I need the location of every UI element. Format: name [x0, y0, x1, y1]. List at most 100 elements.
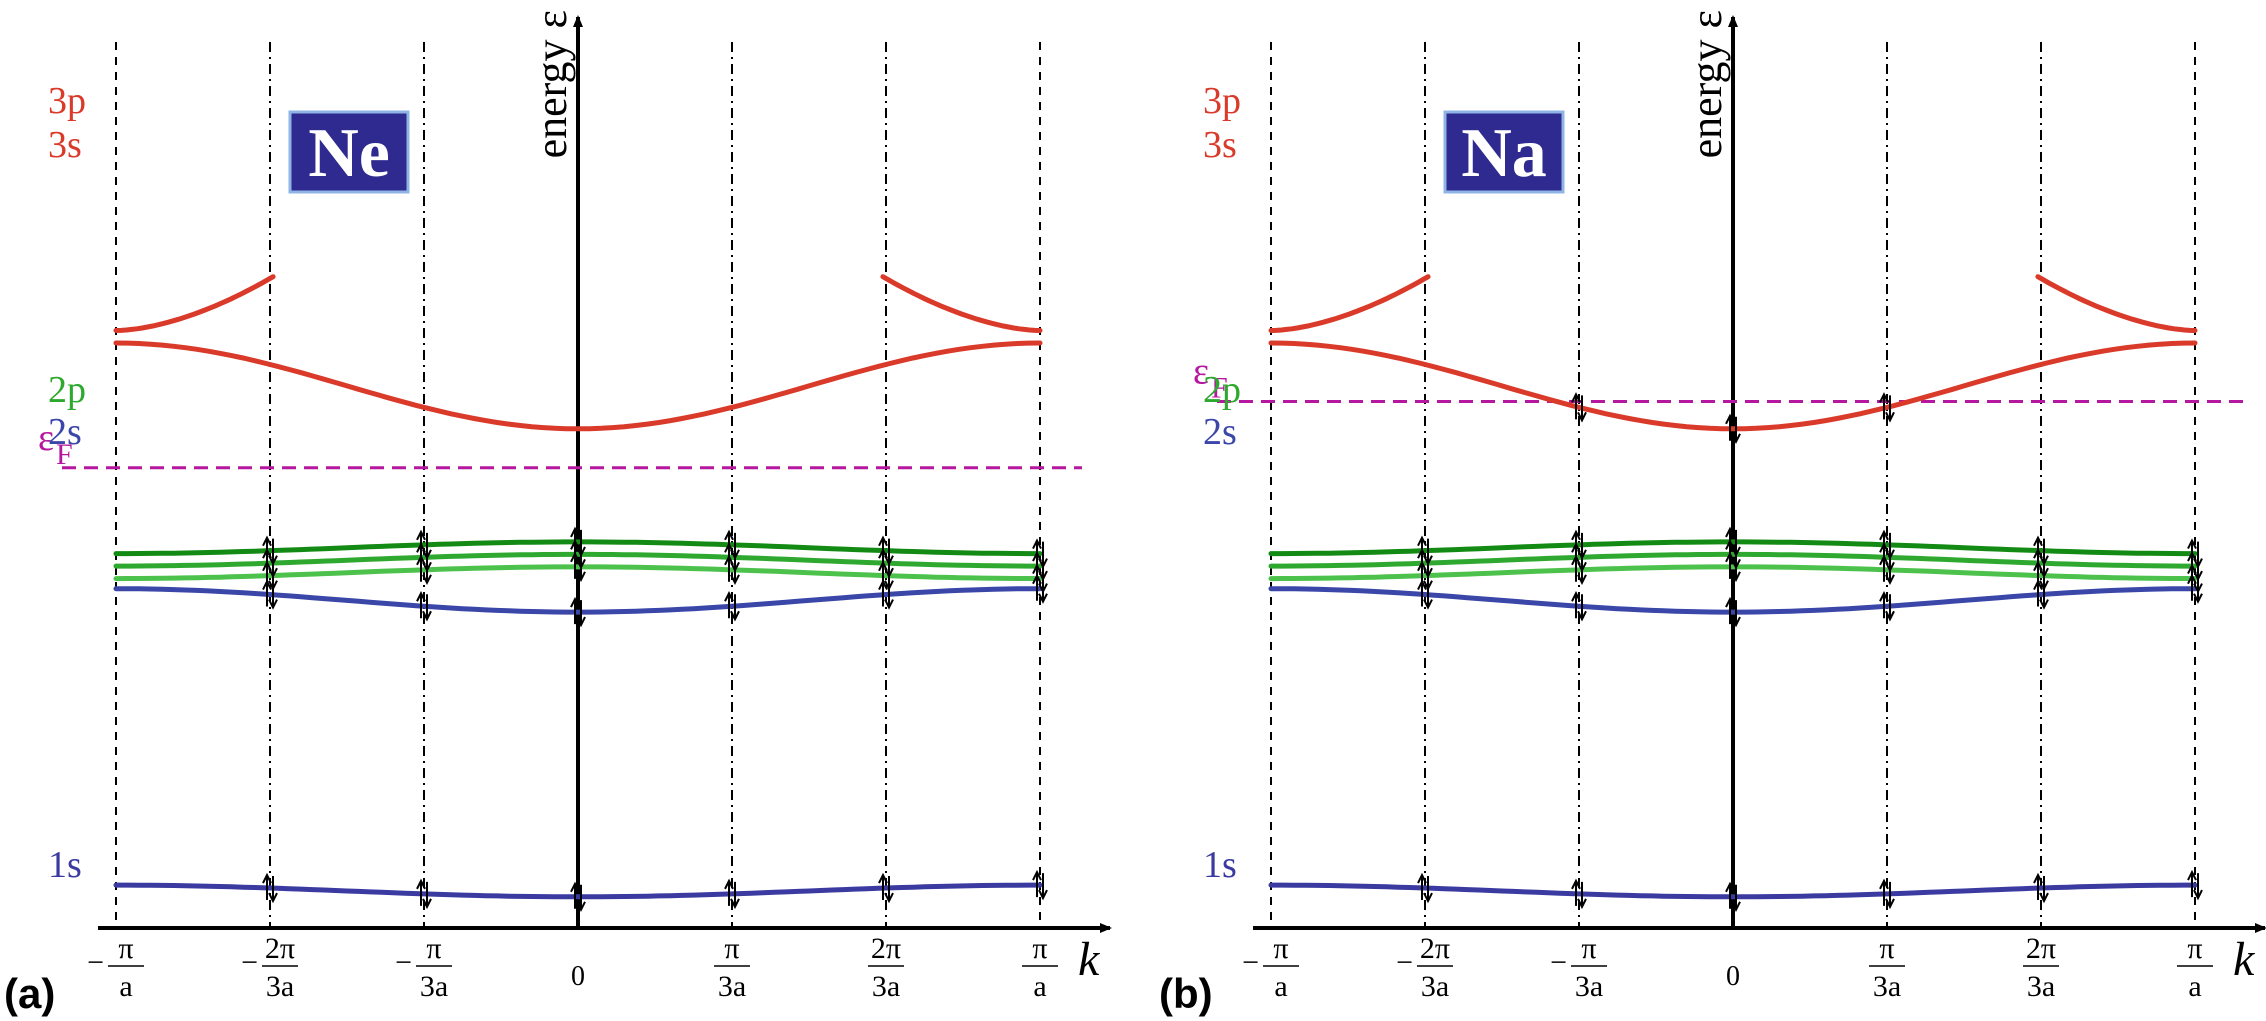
tick-denominator: 3a: [1575, 970, 1603, 1003]
spin-down-arrow: [2039, 538, 2049, 566]
tick-numerator: π: [1032, 932, 1047, 965]
tick-sign: −: [395, 946, 412, 979]
band-s3: [113, 340, 1043, 432]
spin-down-arrow: [2039, 876, 2049, 904]
spin-pair: [416, 878, 432, 910]
spin-pair: [416, 529, 432, 561]
spin-pair: [1725, 526, 1741, 558]
band-label-s3: 3s: [48, 124, 82, 166]
spin-pair: [416, 591, 432, 622]
tick-denominator: 3a: [872, 970, 900, 1003]
energy-axis-label: energy ε: [527, 10, 576, 158]
tick-numerator: π: [118, 932, 133, 965]
spin-up-arrow: [1879, 878, 1889, 906]
spin-pair: [1879, 591, 1895, 622]
spin-pair: [570, 526, 586, 558]
band-label-s1: 1s: [48, 844, 82, 886]
spin-down-arrow: [1731, 416, 1741, 445]
fermi-epsilon: ε: [38, 417, 54, 459]
spin-up-arrow: [724, 591, 734, 619]
spin-up-arrow: [262, 872, 272, 901]
spin-pair: [262, 872, 278, 904]
tick-label: −2π 3a: [1396, 932, 1453, 1003]
spin-pair: [570, 596, 586, 628]
element-box: [1443, 110, 1565, 194]
band-p2b: [113, 551, 1043, 569]
spin-up-arrow: [724, 878, 734, 906]
spin-down-arrow: [576, 529, 586, 558]
spin-up-arrow: [1032, 869, 1042, 898]
spin-down-arrow: [268, 876, 278, 904]
spin-up-arrow: [2187, 869, 2197, 898]
tick-numerator: π: [1879, 932, 1894, 965]
band-label-p2: 2p: [1203, 369, 1241, 411]
tick-numerator: 2π: [871, 932, 901, 965]
band-label-s2: 2s: [48, 411, 82, 453]
spin-pair: [2187, 538, 2203, 569]
band-p3-left: [1268, 274, 1431, 333]
spin-down-arrow: [1423, 538, 1433, 566]
spin-down-arrow: [1885, 881, 1895, 910]
spin-up-arrow: [1725, 596, 1735, 625]
spin-up-arrow: [724, 529, 734, 557]
band-label-s3: 3s: [1203, 124, 1237, 166]
spin-up-arrow: [1879, 529, 1889, 557]
tick-sign: −: [241, 946, 258, 979]
k-axis-label: k: [1078, 933, 1101, 986]
spin-up-arrow: [1417, 535, 1427, 563]
spin-pair: [878, 535, 894, 566]
spin-down-arrow: [422, 532, 432, 561]
spin-pair: [724, 529, 740, 561]
spin-pair: [1879, 878, 1895, 910]
band-s3: [1268, 340, 2198, 432]
band-s2: [113, 586, 1043, 615]
tick-zero: 0: [1726, 961, 1740, 992]
tick-label: − πa: [87, 932, 144, 1003]
spin-up-arrow: [878, 535, 888, 563]
tick-label: − π 3a: [1550, 932, 1607, 1003]
spin-up-arrow: [570, 881, 580, 909]
tick-label: π 3a: [1869, 932, 1905, 1003]
spin-pair: [1417, 872, 1433, 904]
k-gridlines: [1270, 42, 2196, 928]
spin-up-arrow: [878, 872, 888, 901]
spin-pair: [1571, 878, 1587, 910]
tick-label: π 3a: [714, 932, 750, 1003]
spin-down-arrow: [268, 538, 278, 566]
spin-pair: [2033, 872, 2049, 904]
band-label-p3: 3p: [1203, 80, 1241, 122]
spin-up-arrow: [570, 526, 580, 554]
spin-up-arrow: [1571, 591, 1581, 619]
band-p2a: [1268, 564, 2198, 582]
fermi-level-label: εF: [38, 417, 73, 471]
tick-label: − π 3a: [395, 932, 452, 1003]
band-p2c: [1268, 539, 2198, 557]
spin-down-arrow: [1885, 594, 1895, 622]
spin-pair: [262, 535, 278, 566]
tick-label: πa: [2177, 932, 2213, 1003]
fermi-subscript: F: [1211, 372, 1228, 405]
spin-pair: [1725, 413, 1741, 445]
spin-down-arrow: [1577, 395, 1587, 423]
spin-down-arrow: [730, 881, 740, 910]
band-p3-left: [113, 274, 276, 333]
spin-up-arrow: [1571, 529, 1581, 557]
tick-denominator: 3a: [266, 970, 294, 1003]
spin-pair: [1032, 869, 1048, 901]
tick-denominator: 3a: [1873, 970, 1901, 1003]
spin-pair: [1571, 529, 1587, 561]
spin-pair: [724, 591, 740, 622]
band-s1: [113, 882, 1043, 900]
spin-up-arrow: [262, 535, 272, 563]
tick-label: 0: [1726, 961, 1740, 992]
tick-numerator: π: [1581, 932, 1596, 965]
spin-down-arrow: [1885, 395, 1895, 423]
spin-down-arrow: [1038, 541, 1048, 569]
tick-zero: 0: [571, 961, 585, 992]
fermi-level-label: εF: [1193, 351, 1228, 405]
spin-up-arrow: [570, 596, 580, 625]
